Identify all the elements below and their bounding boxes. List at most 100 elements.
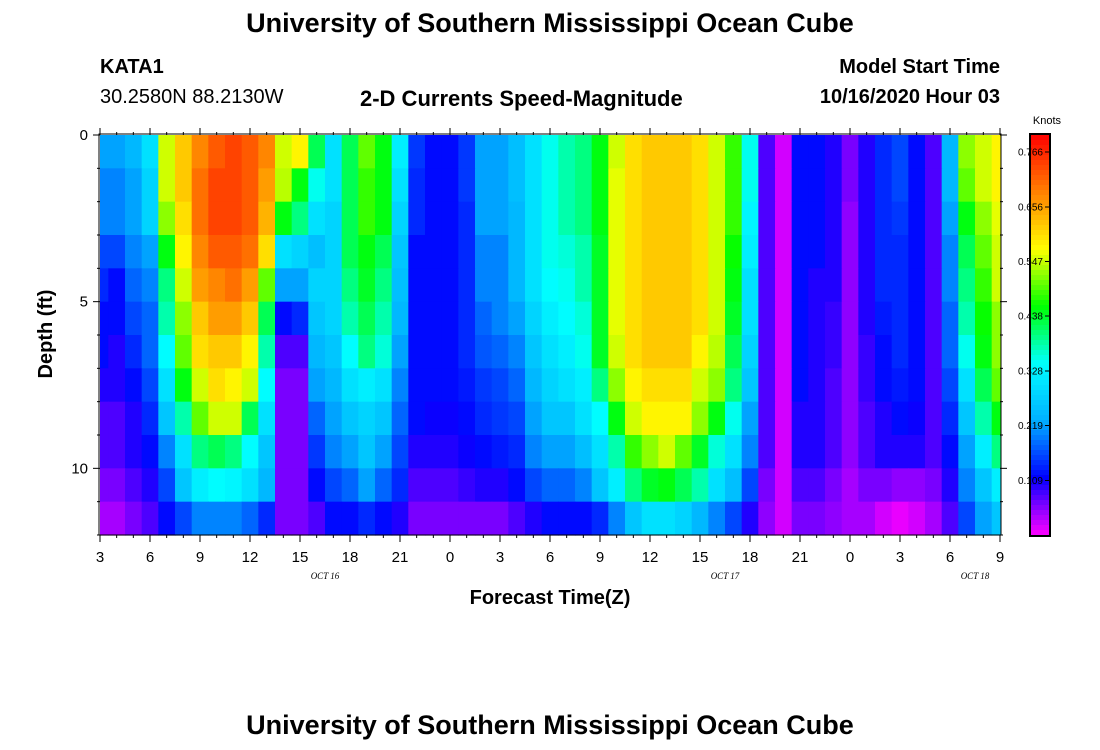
station-location: 30.2580N 88.2130W bbox=[100, 86, 284, 108]
heatmap-cell bbox=[125, 201, 143, 236]
colorbar-segment bbox=[1031, 285, 1049, 291]
heatmap-cell bbox=[958, 135, 976, 169]
heatmap-cell bbox=[608, 401, 626, 436]
heatmap-cell bbox=[625, 501, 643, 536]
x-tick-label: 21 bbox=[392, 549, 409, 566]
heatmap-cell bbox=[100, 201, 109, 236]
heatmap-cell bbox=[858, 368, 876, 403]
heatmap-cell bbox=[758, 368, 776, 403]
heatmap-cell bbox=[458, 235, 476, 269]
heatmap-cell bbox=[641, 335, 659, 369]
heatmap-cell bbox=[791, 168, 809, 203]
heatmap-cell bbox=[241, 335, 259, 369]
heatmap-cell bbox=[941, 301, 959, 336]
heatmap-cell bbox=[658, 501, 676, 536]
heatmap-cell bbox=[925, 435, 943, 469]
heatmap-cell bbox=[708, 268, 726, 303]
y-axis: 0 5 10 bbox=[71, 127, 1007, 536]
day-label: OCT 18 bbox=[961, 571, 990, 581]
heatmap-cell bbox=[975, 335, 993, 369]
heatmap-cell bbox=[741, 301, 759, 336]
colorbar-segment bbox=[1031, 155, 1049, 161]
heatmap-cell bbox=[691, 468, 709, 503]
colorbar-tick-label: 0.547 bbox=[1018, 257, 1043, 268]
heatmap-cell bbox=[808, 401, 826, 436]
heatmap-cell bbox=[858, 468, 876, 503]
heatmap-cell bbox=[791, 201, 809, 236]
heatmap-cell bbox=[291, 135, 309, 169]
heatmap-cell bbox=[208, 168, 226, 203]
heatmap-cell bbox=[125, 335, 143, 369]
heatmap-cell bbox=[458, 268, 476, 303]
heatmap-cell bbox=[941, 335, 959, 369]
heatmap-cell bbox=[791, 401, 809, 436]
heatmap-cell bbox=[708, 401, 726, 436]
heatmap-cell bbox=[408, 368, 426, 403]
heatmap-cell bbox=[941, 401, 959, 436]
heatmap-cell bbox=[641, 401, 659, 436]
heatmap-cell bbox=[508, 335, 526, 369]
x-tick-label: 15 bbox=[692, 549, 709, 566]
colorbar-segment bbox=[1031, 385, 1049, 391]
colorbar-segment bbox=[1031, 215, 1049, 221]
heatmap-cell bbox=[425, 135, 443, 169]
colorbar-segment bbox=[1031, 510, 1049, 516]
heatmap-cell bbox=[358, 301, 376, 336]
heatmap-cell bbox=[225, 268, 243, 303]
heatmap-cell bbox=[658, 468, 676, 503]
heatmap-cell bbox=[991, 368, 1001, 403]
heatmap-cell bbox=[341, 135, 359, 169]
heatmap-cell bbox=[941, 468, 959, 503]
heatmap-cell bbox=[975, 168, 993, 203]
heatmap-cell bbox=[408, 435, 426, 469]
heatmap-cell bbox=[741, 501, 759, 536]
heatmap-cell bbox=[108, 301, 126, 336]
heatmap-cell bbox=[891, 468, 909, 503]
heatmap-cell bbox=[641, 268, 659, 303]
heatmap-cell bbox=[891, 268, 909, 303]
heatmap-cell bbox=[541, 368, 559, 403]
page-title-top: University of Southern Mississippi Ocean… bbox=[246, 8, 854, 38]
colorbar-segment bbox=[1031, 455, 1049, 461]
colorbar-tick-label: 0.656 bbox=[1018, 203, 1043, 214]
heatmap-cell bbox=[325, 235, 343, 269]
heatmap-cell bbox=[708, 368, 726, 403]
x-axis-label: Forecast Time(Z) bbox=[470, 587, 631, 609]
heatmap-cell bbox=[858, 301, 876, 336]
x-tick-label: 9 bbox=[596, 549, 604, 566]
heatmap-cell bbox=[141, 435, 159, 469]
heatmap-cell bbox=[291, 168, 309, 203]
colorbar-segment bbox=[1031, 400, 1049, 406]
colorbar-segment bbox=[1031, 340, 1049, 346]
colorbar-segment bbox=[1031, 325, 1049, 331]
heatmap-cell bbox=[725, 135, 743, 169]
heatmap-cell bbox=[308, 201, 326, 236]
heatmap-cell bbox=[841, 435, 859, 469]
heatmap-cell bbox=[158, 168, 176, 203]
heatmap-cell bbox=[375, 301, 393, 336]
heatmap-cell bbox=[625, 201, 643, 236]
heatmap-cell bbox=[591, 368, 609, 403]
heatmap-cell bbox=[100, 435, 109, 469]
heatmap-cell bbox=[308, 368, 326, 403]
heatmap-cell bbox=[925, 201, 943, 236]
heatmap-cell bbox=[475, 401, 493, 436]
heatmap-cell bbox=[608, 368, 626, 403]
heatmap-cell bbox=[625, 135, 643, 169]
heatmap-cell bbox=[625, 235, 643, 269]
heatmap-cell bbox=[241, 235, 259, 269]
heatmap-cell bbox=[575, 201, 593, 236]
heatmap-cell bbox=[858, 201, 876, 236]
heatmap-cell bbox=[541, 468, 559, 503]
heatmap-cell bbox=[908, 468, 926, 503]
heatmap-cell bbox=[141, 268, 159, 303]
colorbar-segment bbox=[1031, 405, 1049, 411]
heatmap-cell bbox=[808, 168, 826, 203]
colorbar-segment bbox=[1031, 420, 1049, 426]
heatmap-cell bbox=[825, 435, 843, 469]
heatmap-cell bbox=[158, 135, 176, 169]
heatmap-cell bbox=[191, 335, 209, 369]
x-tick-label: 21 bbox=[792, 549, 809, 566]
heatmap-cell bbox=[491, 368, 509, 403]
